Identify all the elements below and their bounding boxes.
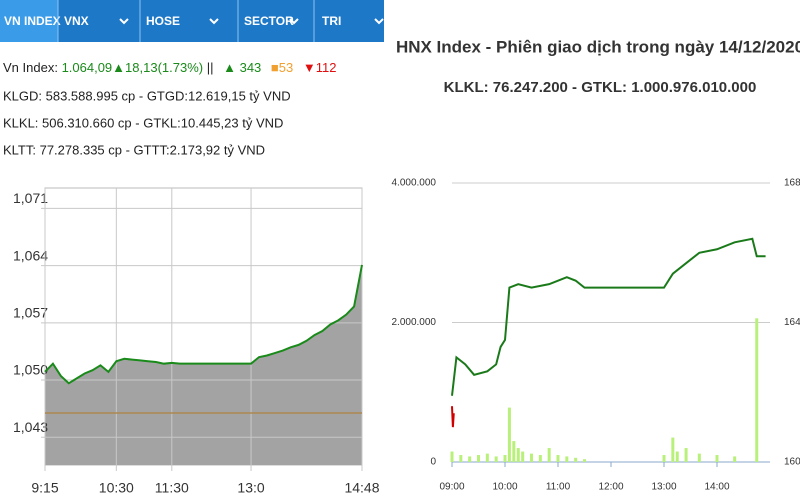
volume-bar: [684, 448, 688, 462]
area: [45, 264, 362, 465]
x-tick-label: 09:00: [439, 482, 464, 493]
x-tick-label: 13:00: [651, 482, 676, 493]
x-tick-label: 9:15: [31, 480, 58, 496]
x-tick-label: 10:30: [99, 480, 134, 496]
index-line: [44, 264, 363, 385]
volume-bar: [583, 459, 586, 462]
volume-bar: [516, 448, 520, 462]
volume-bar: [755, 318, 759, 462]
volume-bar: [459, 455, 463, 462]
volume-bar: [503, 455, 507, 462]
tab[interactable]: VNX: [64, 14, 89, 28]
volume-bar: [468, 456, 472, 462]
volume-bar: [450, 451, 454, 462]
volume-bar: [512, 441, 516, 462]
volume-bar: [477, 455, 480, 462]
volume-bar: [485, 453, 489, 462]
tab[interactable]: TRI: [322, 14, 341, 28]
dropdown-icons: [119, 18, 384, 25]
y-tick-label: 1,057: [13, 305, 48, 321]
chart-subtitle: KLKL: 76.247.200 - GTKL: 1.000.976.010.0…: [444, 79, 757, 96]
volume-bar: [675, 451, 679, 462]
volume-bar: [733, 456, 737, 462]
x-tick-label: 10:00: [492, 482, 517, 493]
volume-bar: [547, 448, 551, 462]
chart-title: HNX Index - Phiên giao dịch trong ngày 1…: [396, 37, 800, 56]
index-label: Vn Index:: [3, 60, 58, 75]
volume-bar: [538, 455, 542, 462]
y-tick-label: 1,064: [13, 247, 48, 263]
volume-bar: [556, 455, 560, 462]
volume-bar: [494, 456, 498, 462]
declines: ▼112: [303, 60, 337, 75]
tab-active: [0, 0, 58, 42]
y-tick-label: 1,071: [13, 190, 48, 206]
x-tick-label: 13:0: [237, 480, 264, 496]
x-tick-label: 11:30: [155, 480, 189, 496]
x-tick-label: 12:00: [598, 482, 623, 493]
y-tick-label: 1,043: [13, 419, 48, 435]
volume-bar: [507, 407, 511, 462]
y-tick-label: 2.000.000: [392, 317, 437, 328]
volume-bar: [697, 453, 701, 462]
volume-bar: [530, 453, 533, 462]
volume-bar: [662, 455, 666, 462]
index-line: [451, 406, 455, 428]
info-line: KLGD: 583.588.995 cp - GTGD:12.619,15 tỷ…: [3, 88, 291, 103]
info-line: Vn Index: 1.064,09▲18,13(1.73%) || ▲ 343…: [3, 60, 336, 75]
y2-tick-label: 164: [784, 317, 800, 328]
index-line: [451, 237, 766, 396]
info-line: KLTT: 77.278.335 cp - GTTT:2.173,92 tỷ V…: [3, 142, 265, 157]
volume-bar: [574, 457, 578, 462]
volume-bar: [565, 456, 569, 462]
tab[interactable]: SECTOR: [244, 14, 294, 28]
unchanged: ■53: [271, 60, 293, 75]
volume-bar: [715, 455, 719, 462]
separator: ||: [207, 60, 214, 75]
y2-tick-label: 160: [784, 457, 800, 468]
tab-bar: [0, 0, 384, 42]
y-tick-label: 0: [430, 457, 436, 468]
tab[interactable]: VN INDEX: [4, 14, 61, 28]
advances: ▲ 343: [223, 60, 261, 75]
y-tick-label: 1,050: [13, 362, 48, 378]
x-tick-label: 14:00: [704, 482, 729, 493]
volume-bar: [521, 451, 525, 462]
y-tick-label: 4.000.000: [392, 178, 437, 189]
tab[interactable]: HOSE: [146, 14, 180, 28]
y2-tick-label: 168: [784, 178, 800, 189]
volume-bar: [671, 437, 675, 462]
x-tick-label: 14:48: [344, 480, 379, 496]
x-tick-label: 11:00: [546, 482, 571, 493]
info-line: KLKL: 506.310.660 cp - GTKL:10.445,23 tỷ…: [3, 115, 283, 130]
index-value: 1.064,09▲18,13(1.73%): [62, 60, 204, 75]
